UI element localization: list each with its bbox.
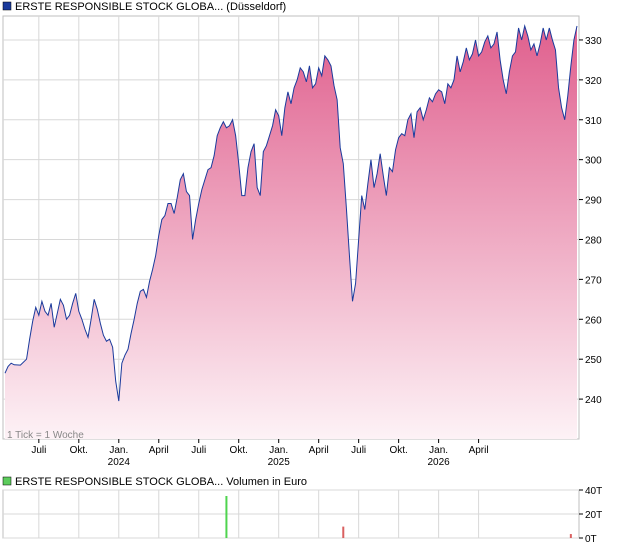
price-x-year-label: 2026 [427,457,450,468]
price-x-tick-label: Juli [351,445,366,456]
price-legend-marker [2,1,12,11]
price-y-tick-label: 310 [585,116,602,127]
volume-y-tick-label: 20T [585,510,602,521]
volume-y-tick-label: 40T [585,486,602,497]
price-series-line [4,24,578,402]
price-x-tick-label: April [149,445,169,456]
price-x-tick-label: Okt. [230,445,248,456]
volume-grid [3,489,579,539]
price-x-tick-label: Juli [31,445,46,456]
price-x-tick-label: Jan. [269,445,288,456]
tick-interval-note: 1 Tick = 1 Woche [7,430,84,441]
price-y-tick-label: 270 [585,275,602,286]
price-x-tick-label: Jan. [109,445,128,456]
volume-bars [225,496,572,538]
price-x-year-label: 2025 [268,457,291,468]
price-y-tick-label: 260 [585,315,602,326]
price-x-tick-label: April [309,445,329,456]
price-x-tick-label: Juli [191,445,206,456]
price-y-tick-label: 240 [585,395,602,406]
price-y-tick-label: 290 [585,196,602,207]
volume-y-axis: 0T 20T 40T [579,486,602,545]
price-y-tick-label: 330 [585,36,602,47]
volume-y-tick-label: 0T [585,534,597,545]
price-x-tick-label: Okt. [70,445,88,456]
price-area-fill [5,25,577,439]
price-x-tick-label: Okt. [389,445,407,456]
price-x-tick-label: Jan. [429,445,448,456]
price-y-tick-label: 300 [585,156,602,167]
volume-legend-marker [2,476,12,486]
volume-bar [342,526,345,538]
price-y-tick-label: 320 [585,76,602,87]
volume-bar [569,534,572,538]
price-y-tick-label: 250 [585,355,602,366]
price-chart: ERSTE RESPONSIBLE STOCK GLOBA... (Düssel… [2,1,602,468]
volume-bar [225,496,228,538]
volume-chart: ERSTE RESPONSIBLE STOCK GLOBA... Volumen… [2,476,602,545]
price-legend-label: ERSTE RESPONSIBLE STOCK GLOBA... (Düssel… [15,1,286,13]
volume-legend-label: ERSTE RESPONSIBLE STOCK GLOBA... Volumen… [15,476,307,488]
price-x-year-label: 2024 [108,457,131,468]
price-y-axis: 240 250 260 270 280 290 300 310 320 330 [579,36,602,406]
price-y-tick-label: 280 [585,235,602,246]
price-x-tick-label: April [469,445,489,456]
